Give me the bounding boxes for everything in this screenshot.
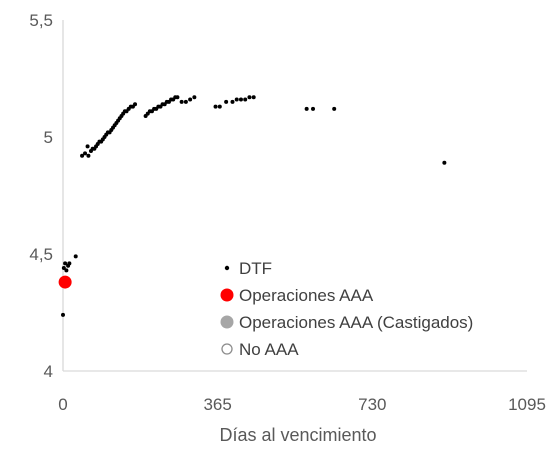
legend-label: No AAA — [239, 340, 299, 359]
x-axis-title: Días al vencimiento — [219, 425, 376, 445]
x-tick-label: 0 — [58, 395, 67, 414]
legend-marker-dtf — [224, 265, 230, 271]
legend-label: Operaciones AAA — [239, 286, 374, 305]
dtf-point — [247, 95, 252, 100]
x-axis-tick-labels: 0 365 730 1095 — [58, 395, 546, 414]
dtf-point — [192, 95, 197, 100]
dtf-point — [83, 151, 88, 156]
legend-label: DTF — [239, 259, 272, 278]
dtf-point — [133, 102, 138, 107]
data-points — [58, 95, 447, 317]
dtf-point — [64, 268, 69, 273]
dtf-point — [61, 312, 65, 317]
y-axis-tick-labels: 4 4,5 5 5,5 — [29, 11, 53, 381]
dtf-point — [61, 266, 66, 271]
dtf-point — [63, 261, 68, 266]
dtf-point — [243, 97, 248, 102]
dtf-point — [183, 99, 188, 104]
y-tick-label: 5 — [44, 128, 53, 147]
dtf-point — [230, 99, 235, 104]
dtf-point — [67, 261, 72, 266]
dtf-point — [224, 99, 229, 104]
y-tick-label: 4,5 — [29, 245, 53, 264]
dtf-point — [234, 97, 239, 102]
dtf-point — [179, 99, 184, 104]
dtf-point — [442, 160, 447, 165]
y-tick-label: 5,5 — [29, 11, 53, 30]
legend-marker-dot — [220, 315, 234, 329]
dtf-point — [85, 144, 90, 149]
legend: DTF Operaciones AAA Operaciones AAA (Casti… — [220, 259, 473, 359]
dtf-point — [80, 153, 85, 158]
dtf-point — [304, 106, 309, 111]
axes — [62, 20, 527, 372]
legend-label: Operaciones AAA (Castigados) — [239, 313, 473, 332]
x-tick-label: 730 — [358, 395, 386, 414]
dtf-point — [188, 97, 193, 102]
dtf-point — [175, 95, 180, 100]
dtf-point — [86, 153, 91, 158]
operaciones-aaa-point — [58, 275, 72, 289]
dtf-point — [332, 106, 337, 111]
dtf-point — [217, 104, 222, 109]
dtf-point — [238, 97, 243, 102]
dtf-point — [311, 106, 316, 111]
dtf-point — [73, 254, 78, 259]
x-tick-label: 1095 — [508, 395, 546, 414]
legend-marker-hollow — [221, 343, 233, 355]
x-tick-label: 365 — [203, 395, 231, 414]
dtf-point — [213, 104, 218, 109]
y-tick-label: 4 — [44, 362, 53, 381]
dtf-point — [251, 95, 256, 100]
legend-marker-dot — [220, 288, 234, 302]
